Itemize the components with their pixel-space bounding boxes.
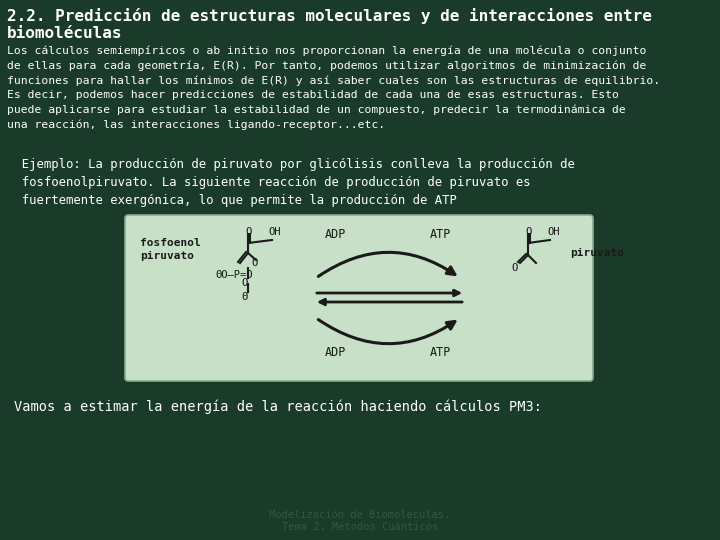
- Text: Los cálculos semiempíricos o ab initio nos proporcionan la energía de una molécu: Los cálculos semiempíricos o ab initio n…: [7, 46, 660, 130]
- FancyArrowPatch shape: [318, 320, 455, 343]
- Text: OH: OH: [547, 227, 559, 237]
- Text: ΘO–P=O: ΘO–P=O: [215, 270, 253, 280]
- FancyArrowPatch shape: [318, 252, 455, 276]
- Text: ATP: ATP: [429, 346, 451, 359]
- Text: fosfoenol
piruvato: fosfoenol piruvato: [140, 238, 201, 261]
- Text: O: O: [511, 263, 517, 273]
- Text: piruvato: piruvato: [570, 248, 624, 258]
- Text: ATP: ATP: [429, 228, 451, 241]
- Text: ADP: ADP: [324, 228, 346, 241]
- FancyBboxPatch shape: [125, 215, 593, 381]
- Text: O: O: [241, 278, 247, 288]
- Text: O: O: [245, 227, 251, 237]
- Text: Ejemplo: La producción de piruvato por glicólisis conlleva la producción de
  fo: Ejemplo: La producción de piruvato por g…: [7, 158, 575, 207]
- Text: OH: OH: [268, 227, 281, 237]
- Text: ADP: ADP: [324, 346, 346, 359]
- Text: Vamos a estimar la energía de la reacción haciendo cálculos PM3:: Vamos a estimar la energía de la reacció…: [14, 400, 542, 415]
- Text: Θ: Θ: [241, 292, 247, 302]
- Text: Tema 2. Métodos Cuánticos: Tema 2. Métodos Cuánticos: [282, 522, 438, 532]
- Text: Modelización de Biomoléculas.: Modelización de Biomoléculas.: [269, 510, 451, 520]
- Text: 2.2. Predicción de estructuras moleculares y de interacciones entre: 2.2. Predicción de estructuras molecular…: [7, 8, 652, 24]
- Text: O: O: [525, 227, 531, 237]
- Text: biomoléculas: biomoléculas: [7, 26, 122, 41]
- Text: O: O: [252, 258, 258, 268]
